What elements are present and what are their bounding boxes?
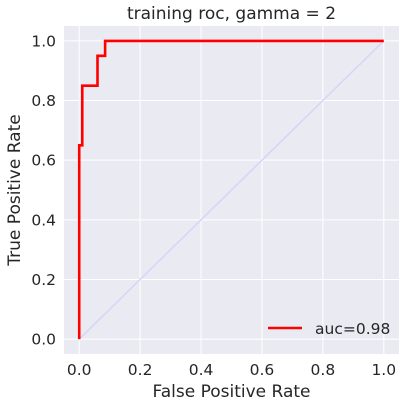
y-axis-label: True Positive Rate <box>5 114 25 266</box>
y-tick-label: 0.4 <box>31 211 56 229</box>
legend: auc=0.98 <box>268 320 390 338</box>
x-axis-label: False Positive Rate <box>153 382 311 402</box>
x-tick-label: 0.8 <box>311 361 336 379</box>
x-tick-label: 0.2 <box>128 361 153 379</box>
reference-diagonal-line <box>78 40 385 340</box>
y-axis-ticks: 0.0 0.2 0.4 0.6 0.8 1.0 <box>31 32 56 348</box>
x-tick-label: 0.0 <box>67 361 92 379</box>
x-axis-ticks: 0.0 0.2 0.4 0.6 0.8 1.0 <box>67 361 396 379</box>
series-lines <box>77 39 385 340</box>
y-tick-label: 0.6 <box>31 152 56 170</box>
y-tick-label: 0.2 <box>31 271 56 289</box>
x-tick-label: 1.0 <box>371 361 396 379</box>
x-tick-label: 0.6 <box>250 361 275 379</box>
y-tick-label: 1.0 <box>31 32 56 50</box>
x-tick-label: 0.4 <box>189 361 214 379</box>
chart-title: training roc, gamma = 2 <box>127 4 336 24</box>
grid <box>64 26 399 354</box>
y-tick-label: 0.0 <box>31 331 56 349</box>
legend-roc-label: auc=0.98 <box>315 320 390 338</box>
y-tick-label: 0.8 <box>31 92 56 110</box>
roc-curve-line <box>77 39 384 340</box>
